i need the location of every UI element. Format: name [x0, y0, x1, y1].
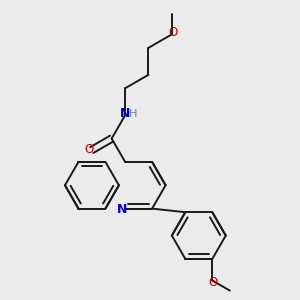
Text: H: H	[129, 109, 137, 119]
Text: O: O	[209, 276, 218, 289]
Text: O: O	[85, 143, 94, 156]
Text: N: N	[117, 203, 127, 216]
Text: N: N	[120, 107, 130, 120]
Text: O: O	[168, 26, 178, 39]
